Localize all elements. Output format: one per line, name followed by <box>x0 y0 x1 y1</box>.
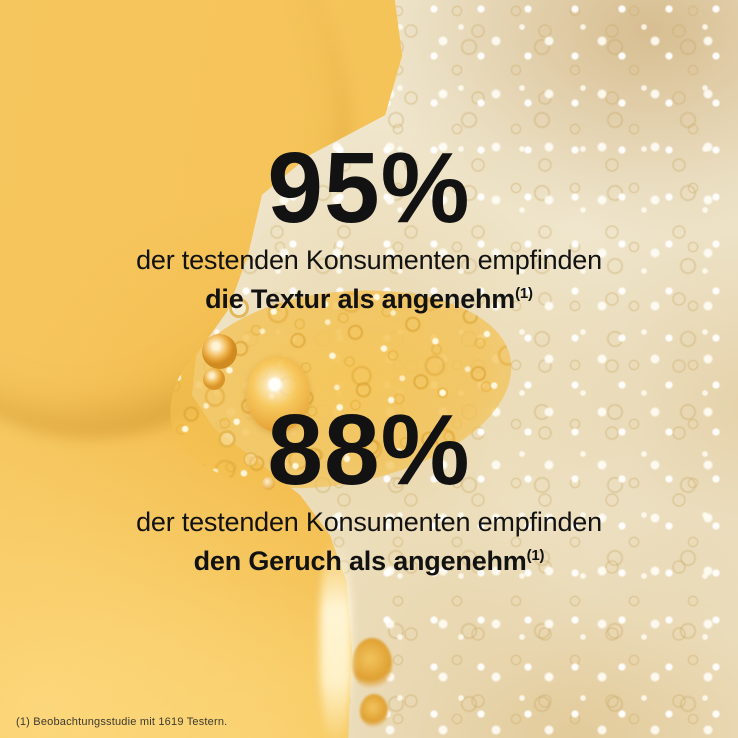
stat-claim-text: die Textur als angenehm <box>205 284 516 314</box>
gold-bubble <box>203 368 225 390</box>
gold-bubble <box>202 334 237 369</box>
stat-claim-text: den Geruch als angenehm <box>193 546 527 576</box>
footnote-marker: (1) <box>526 547 545 564</box>
footnote: (1) Beobachtungsstudie mit 1619 Testern. <box>16 716 228 728</box>
stat-description: der testenden Konsumenten empfinden <box>136 507 602 537</box>
gold-bubble <box>360 694 388 728</box>
bubble-ring <box>243 452 258 467</box>
bubble-ring <box>229 298 249 318</box>
stat-claim: den Geruch als angenehm(1) <box>0 539 738 578</box>
bubble-ring <box>218 430 236 448</box>
stat-block-scent: 88% der testenden Konsumenten empfinden … <box>0 400 738 578</box>
stat-value: 95% <box>267 132 471 244</box>
gold-bubble <box>352 638 392 690</box>
stat-claim: die Textur als angenehm(1) <box>0 277 738 316</box>
stat-description: der testenden Konsumenten empfinden <box>136 245 602 275</box>
stat-value: 88% <box>267 394 471 506</box>
foam-edge-highlight <box>320 538 352 738</box>
footnote-marker: (1) <box>515 285 533 302</box>
stat-block-texture: 95% der testenden Konsumenten empfinden … <box>0 138 738 316</box>
gold-bubble <box>262 477 275 490</box>
large-gold-bubble <box>246 356 310 432</box>
